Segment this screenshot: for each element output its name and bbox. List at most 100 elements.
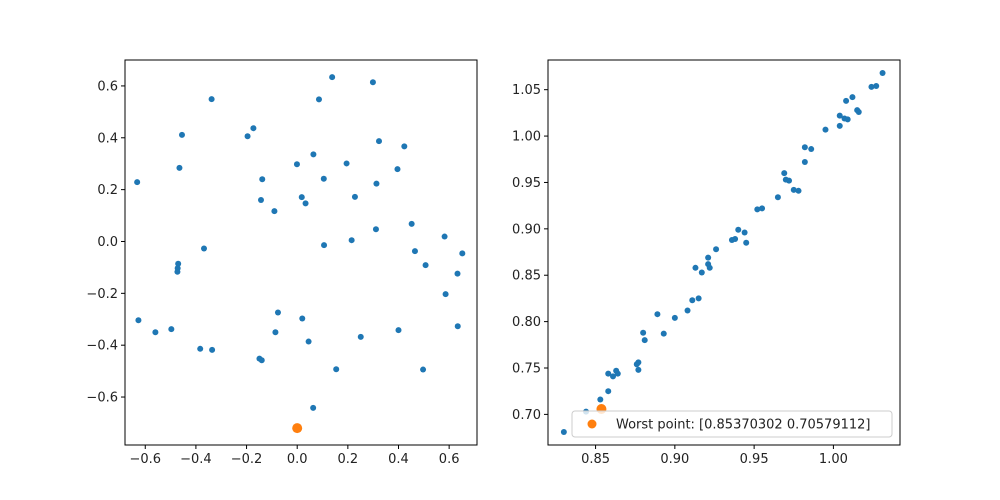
data-point [808,146,815,153]
data-point [208,96,215,103]
data-point [373,180,380,187]
axes-frame [547,59,901,446]
data-point [692,264,699,271]
data-point [302,200,309,207]
data-point [272,329,279,336]
x-tick-label: −0.4 [180,452,212,467]
data-point [698,269,705,276]
data-point [305,338,312,345]
y-tick-label: 0.2 [97,183,118,198]
y-tick-label: 1.00 [512,130,541,145]
data-point [759,205,766,212]
data-point [299,315,306,322]
data-point [176,164,183,171]
data-point [560,429,567,436]
data-point [442,291,449,298]
data-point [790,186,797,193]
data-point [868,83,875,90]
data-point [459,250,466,257]
x-tick-label: 0.6 [439,452,460,467]
data-point [310,151,317,158]
x-tick-label: −0.2 [231,452,263,467]
y-tick-label: −0.2 [86,287,118,302]
x-tick-label: 0.2 [338,452,359,467]
x-tick-label: 0.95 [740,452,769,467]
data-point [743,239,750,246]
x-tick-label: 0.4 [388,452,409,467]
data-point [357,333,364,340]
data-point [134,179,141,186]
data-point [298,194,305,201]
data-point [201,245,208,252]
data-point [735,226,742,233]
data-point [671,314,678,321]
data-point [441,233,448,240]
y-tick-label: 0.75 [512,362,541,377]
data-point [836,112,843,119]
data-point [822,126,829,133]
data-point [250,125,257,132]
data-point [695,295,702,302]
data-point [705,254,712,261]
data-point [613,367,620,374]
y-tick-label: 0.85 [512,269,541,284]
data-point [258,357,265,364]
data-point [641,337,648,344]
data-point [801,159,808,166]
data-point [348,237,355,244]
data-point [175,260,182,267]
data-point [372,226,379,233]
y-tick-label: 0.80 [512,315,541,330]
right-scatter-axes: 0.85 0.90 0.95 1.00 0.70 0.75 0.80 0.85 0.90 0.95… [512,59,901,467]
data-point [369,79,376,86]
data-point [855,108,862,115]
legend-label: Worst point: [0.85370302 0.70579112] [616,418,870,433]
data-point [244,133,251,140]
data-point [597,396,604,403]
data-point [879,69,886,76]
y-tick-label: 0.6 [97,79,118,94]
x-tick-label: 0.90 [660,452,689,467]
data-point [343,160,350,167]
x-tick-label: 1.00 [819,452,848,467]
data-point [197,345,204,352]
y-tick-label: −0.4 [86,339,118,354]
data-point [168,326,175,333]
data-point [801,144,808,151]
data-point [422,262,429,269]
data-point [774,194,781,201]
data-point [401,143,408,150]
data-point [394,166,401,173]
worst-point-marker [292,423,303,434]
y-tick-label: 1.05 [512,83,541,98]
data-point [152,329,159,336]
y-tick-label: 0.70 [512,408,541,423]
y-tick-label: 0.95 [512,176,541,191]
data-point [271,208,278,215]
data-point [411,248,418,255]
data-point [420,366,427,373]
data-point [605,388,612,395]
data-point [408,220,415,227]
data-point [713,246,720,253]
data-point [257,197,264,203]
y-tick-label: 0.0 [97,235,118,250]
data-point [605,370,612,377]
data-point [135,317,142,324]
y-tick-label: 0.90 [512,222,541,237]
data-point [274,309,281,316]
data-point [209,346,216,353]
y-tick-label: −0.6 [86,391,118,406]
data-point [454,323,461,330]
data-point [781,170,788,177]
x-tick-label: 0.85 [581,452,610,467]
data-point [329,74,336,81]
legend: Worst point: [0.85370302 0.70579112] [571,410,893,438]
data-point [259,176,266,183]
legend-box [571,410,893,438]
data-point [376,138,382,145]
data-point [351,193,358,200]
data-point [843,97,850,104]
data-point [706,264,713,271]
